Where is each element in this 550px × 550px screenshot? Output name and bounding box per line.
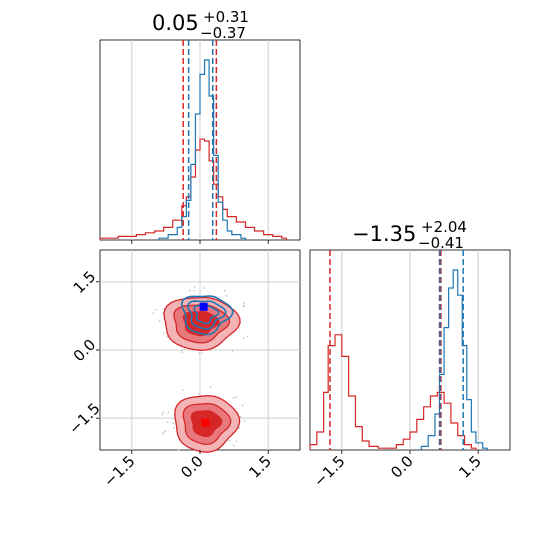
truth-marker-blue xyxy=(199,302,208,311)
sample-point xyxy=(239,416,242,418)
x-tick-label: 1.5 xyxy=(245,452,275,482)
hist-red-param1 xyxy=(99,138,287,240)
sample-point xyxy=(209,386,212,388)
title-param1-minus: −0.37 xyxy=(200,24,246,42)
sample-point xyxy=(189,289,191,292)
panel-param1-histogram xyxy=(99,39,301,241)
sample-point xyxy=(163,431,166,433)
sample-point xyxy=(193,285,196,288)
sample-point xyxy=(243,304,245,307)
sample-point xyxy=(243,419,246,422)
y-tick-label: 0.0 xyxy=(70,336,100,366)
title-param2-plus: +2.04 xyxy=(421,218,467,236)
x-tick-label: −1.5 xyxy=(100,452,138,490)
sample-point xyxy=(198,352,201,354)
y-tick-label: −1.5 xyxy=(65,399,103,437)
blue-contour-level-3 xyxy=(193,304,220,325)
sample-point xyxy=(152,312,154,315)
hist-blue-param1 xyxy=(158,59,247,240)
sample-point xyxy=(225,294,228,297)
panel-param1-param2-2d xyxy=(99,249,301,453)
sample-point xyxy=(241,404,244,407)
x-tick-label: 1.5 xyxy=(455,452,485,482)
sample-point xyxy=(202,287,205,289)
sample-point xyxy=(164,430,167,432)
sample-point xyxy=(161,432,164,435)
hist-blue-param2 xyxy=(420,269,488,450)
sample-point xyxy=(246,335,249,338)
sample-point xyxy=(177,448,180,451)
sample-point xyxy=(228,440,231,442)
title-param1: 0.05 +0.31 −0.37 xyxy=(152,8,249,42)
sample-point xyxy=(181,351,184,354)
x-tick-label: −1.5 xyxy=(310,452,348,490)
sample-point xyxy=(154,309,157,311)
sample-point xyxy=(223,289,226,292)
sample-point xyxy=(163,331,165,334)
title-param2-value: −1.35 xyxy=(352,222,416,246)
sample-point xyxy=(162,411,165,414)
sample-point xyxy=(198,392,201,395)
sample-point xyxy=(235,440,238,442)
blue-contour-level-2 xyxy=(186,300,227,330)
sample-point xyxy=(238,427,241,429)
x-tick-label: 0.0 xyxy=(387,452,417,482)
blue-contour-level-1 xyxy=(180,295,234,336)
truth-marker-red xyxy=(201,418,210,427)
title-param1-plus: +0.31 xyxy=(203,8,249,26)
sample-point xyxy=(243,302,245,305)
hist-red-param2 xyxy=(309,334,477,450)
sample-point xyxy=(193,289,196,292)
sample-point xyxy=(232,444,235,447)
sample-point xyxy=(166,335,169,338)
title-param2: −1.35 +2.04 −0.41 xyxy=(352,218,467,252)
sample-point xyxy=(201,352,204,355)
title-param1-value: 0.05 xyxy=(152,11,199,35)
sample-point xyxy=(167,411,170,414)
sample-point xyxy=(182,389,184,392)
sample-point xyxy=(231,350,234,352)
sample-point xyxy=(232,396,235,399)
sample-point xyxy=(172,422,175,425)
panel-param2-histogram xyxy=(309,249,511,451)
sample-point xyxy=(166,421,169,424)
y-tick-label: 1.5 xyxy=(70,267,100,297)
title-param2-minus: −0.41 xyxy=(418,234,464,252)
sample-point xyxy=(158,320,161,322)
sample-point xyxy=(173,426,176,429)
x-tick-label: 0.0 xyxy=(177,452,207,482)
sample-point xyxy=(161,413,163,416)
sample-point xyxy=(242,337,245,339)
sample-point xyxy=(235,396,238,398)
sample-point xyxy=(181,349,183,352)
